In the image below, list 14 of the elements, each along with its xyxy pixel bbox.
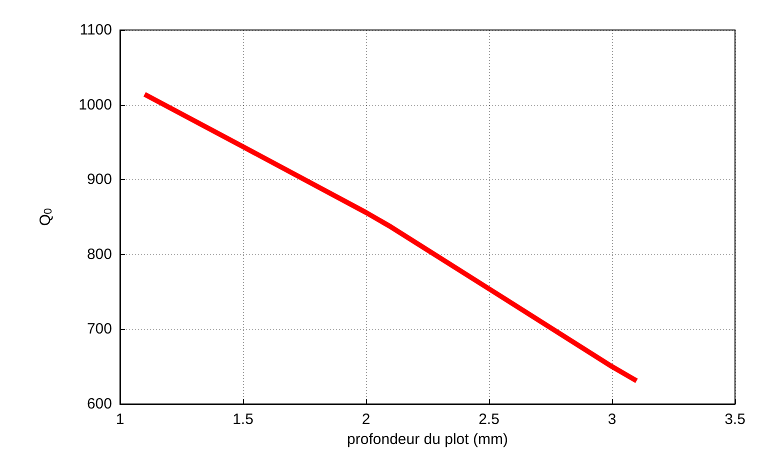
y-tick-label: 1100 <box>80 22 112 38</box>
x-tick-label: 2 <box>362 411 370 428</box>
y-tick-label: 700 <box>86 320 112 338</box>
y-tick-label: 900 <box>86 171 112 188</box>
x-tick-label: 1.5 <box>232 411 254 428</box>
y-axis-title: Q0 <box>37 208 54 226</box>
x-tick-label: 3.5 <box>724 411 746 428</box>
x-axis-title: profondeur du plot (mm) <box>347 431 508 448</box>
x-tick-label: 2.5 <box>478 411 500 428</box>
x-tick-label: 1 <box>116 411 124 428</box>
x-tick-label: 3 <box>608 411 616 428</box>
y-tick-label: 1000 <box>78 96 112 114</box>
y-tick-label: 800 <box>86 246 112 263</box>
y-tick-label: 600 <box>86 396 112 412</box>
